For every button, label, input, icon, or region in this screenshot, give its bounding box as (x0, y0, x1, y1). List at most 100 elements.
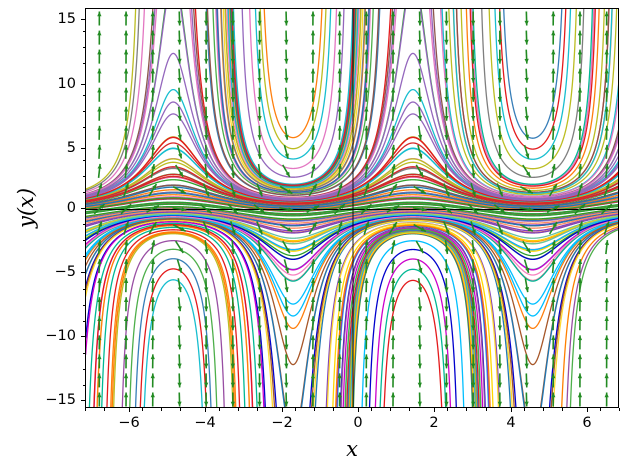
direction-arrow (605, 316, 609, 330)
solution-curve (109, 234, 237, 408)
xtick-label-m2: −2 (271, 415, 292, 431)
direction-arrow (605, 50, 609, 64)
solution-curve-layer (86, 9, 619, 408)
xtick-label-4: 4 (506, 415, 515, 431)
xtick-minor (142, 408, 143, 411)
direction-arrow (204, 69, 208, 83)
direction-arrow (178, 316, 182, 330)
direction-arrow (177, 354, 181, 368)
direction-arrow (364, 354, 368, 368)
direction-arrow (551, 69, 555, 83)
ytick-minor (83, 111, 86, 112)
direction-arrow (151, 278, 155, 292)
plot-area (85, 8, 619, 408)
direction-arrow (578, 31, 582, 45)
direction-arrow (151, 392, 155, 406)
solution-curve (216, 9, 370, 191)
direction-arrow (284, 107, 288, 121)
solution-curve (561, 228, 619, 408)
direction-arrow (444, 335, 448, 349)
direction-arrow (605, 335, 609, 349)
direction-arrow (204, 297, 208, 311)
direction-arrow (523, 165, 531, 177)
ytick-minor (83, 321, 86, 322)
xtick-mark-6 (587, 408, 588, 412)
xtick-minor (219, 408, 220, 411)
direction-arrow (311, 31, 315, 45)
direction-arrow (605, 354, 609, 368)
direction-arrow (578, 373, 582, 387)
ytick-minor (83, 256, 86, 257)
ytick-label-m10: −10 (36, 328, 76, 344)
solution-curve (555, 226, 619, 408)
solution-curve (138, 280, 208, 408)
direction-arrow (124, 50, 128, 64)
direction-arrow (257, 373, 261, 387)
direction-arrow (418, 31, 422, 45)
direction-arrow (525, 354, 529, 368)
ytick-mark-0 (81, 208, 85, 209)
xtick-minor (295, 408, 296, 411)
solution-curve (219, 9, 367, 190)
xtick-label-2: 2 (429, 415, 438, 431)
xtick-minor (390, 408, 391, 411)
direction-arrow (418, 297, 422, 311)
direction-arrow (283, 165, 290, 177)
direction-arrow (498, 335, 502, 349)
ytick-label-15: 15 (36, 11, 76, 27)
direction-arrow (257, 392, 261, 406)
direction-arrow (391, 373, 395, 387)
solution-curve (378, 280, 447, 408)
direction-arrow (97, 12, 101, 26)
xtick-label-m4: −4 (194, 415, 215, 431)
direction-arrow (498, 145, 502, 159)
xtick-label-m6: −6 (118, 415, 139, 431)
direction-arrow (97, 31, 101, 45)
xtick-minor (333, 408, 334, 411)
xtick-minor (486, 408, 487, 411)
direction-arrow (525, 373, 529, 387)
direction-arrow (151, 354, 155, 368)
direction-arrow (177, 31, 181, 45)
direction-arrow (525, 88, 529, 102)
direction-arrow (338, 12, 342, 26)
y-axis-title: y(x) (14, 188, 38, 228)
xtick-minor (314, 408, 315, 411)
direction-arrow (524, 12, 528, 26)
xtick-minor (562, 408, 563, 411)
direction-arrow (525, 69, 529, 83)
direction-arrow (338, 88, 342, 102)
ytick-minor (83, 160, 86, 161)
direction-arrow (391, 278, 395, 292)
direction-arrow (525, 259, 530, 272)
direction-arrow (551, 12, 555, 26)
direction-arrow (578, 392, 582, 406)
direction-arrow (97, 164, 101, 178)
plot-svg (86, 9, 619, 408)
ytick-label-m15: −15 (36, 392, 76, 408)
direction-arrow (418, 392, 422, 406)
direction-arrow (97, 107, 101, 121)
ytick-mark-5 (81, 148, 85, 149)
direction-arrow (97, 69, 101, 83)
direction-arrow (498, 354, 502, 368)
xtick-label-0: 0 (353, 415, 362, 431)
direction-arrow (416, 241, 423, 253)
direction-arrow (338, 31, 342, 45)
direction-arrow (364, 278, 368, 292)
xtick-mark-m6 (129, 408, 130, 412)
direction-arrow (578, 12, 582, 26)
xtick-minor (447, 408, 448, 411)
ytick-label-5: 5 (36, 140, 76, 156)
direction-arrow (311, 164, 315, 178)
xtick-minor (180, 408, 181, 411)
ytick-minor (83, 353, 86, 354)
direction-arrow (178, 126, 182, 140)
direction-arrow (444, 12, 448, 26)
direction-arrow (124, 373, 128, 387)
direction-arrow (498, 12, 502, 26)
xtick-minor (257, 408, 258, 411)
solution-curve (370, 259, 455, 408)
ytick-minor (83, 192, 86, 193)
direction-arrow (498, 316, 502, 330)
